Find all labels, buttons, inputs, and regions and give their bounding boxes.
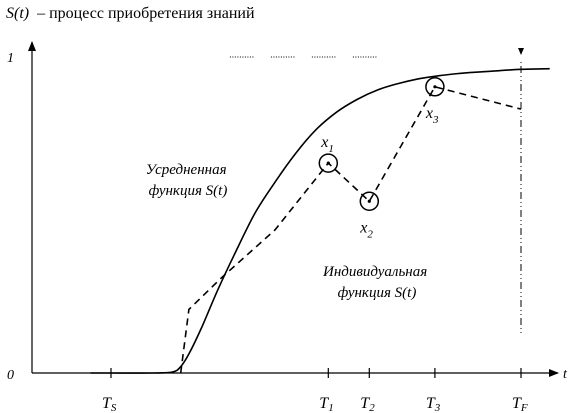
x-tick-label-1: TS: [102, 395, 117, 413]
x-tick-label-5: TF: [512, 395, 528, 413]
x-axis-label: t: [563, 367, 568, 382]
marked-point-circle-2: [359, 191, 380, 212]
x-ticks-layer: TS T1 T2 T3 TF: [102, 368, 528, 413]
marked-points-layer: x1 x2 x3: [318, 77, 445, 240]
x-tick-label-2: T1: [319, 395, 333, 413]
y-tick-label-top: 1: [7, 51, 14, 66]
guides-layer: [229, 48, 524, 335]
marked-point-circle-1: [318, 153, 339, 173]
marked-point-dot-2: [367, 199, 371, 203]
series-label-individual-line-2: функция S(t): [338, 285, 417, 301]
chart-title: S(t) – процесс приобретения знаний: [6, 5, 255, 22]
marked-point-label-1: x1: [320, 134, 334, 155]
marked-point-label-2: x2: [359, 219, 373, 240]
marked-point-circle-3: [425, 77, 445, 97]
series-line-individual: [179, 85, 522, 374]
marked-point-label-3: x3: [425, 105, 439, 126]
chart-title-var: S(t): [6, 5, 29, 22]
chart-title-text: – процесс приобретения знаний: [36, 5, 255, 22]
series-label-individual: Индивидуальная функция S(t): [322, 264, 431, 301]
marked-point-dot-1: [326, 161, 330, 165]
x-tick-label-4: T3: [426, 395, 441, 413]
series-label-average-line-2: функция S(t): [149, 183, 228, 199]
x-tick-label-3: T2: [360, 395, 375, 413]
series-label-average: Усредненная функция S(t): [146, 162, 231, 199]
series-label-average-line-1: Усредненная: [146, 162, 227, 178]
marked-point-dot-3: [433, 85, 437, 89]
series-label-individual-line-1: Индивидуальная: [322, 264, 427, 280]
series-line-average: [90, 67, 550, 374]
vertical-marker-arrow-1: [518, 48, 524, 55]
y-tick-label-bottom: 0: [7, 368, 14, 383]
series-layer: [90, 67, 550, 374]
